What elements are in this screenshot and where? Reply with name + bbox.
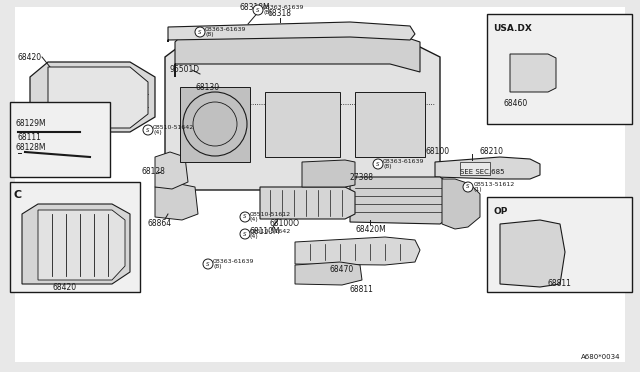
Text: S: S: [206, 262, 210, 266]
Polygon shape: [500, 220, 565, 287]
Bar: [10, 182, 140, 292]
Text: 68318M: 68318M: [240, 3, 271, 12]
Text: 08363-61639
(8): 08363-61639 (8): [213, 259, 255, 269]
Polygon shape: [435, 157, 540, 179]
Text: USA.DX: USA.DX: [493, 24, 532, 33]
Text: 68128: 68128: [142, 167, 166, 176]
Text: SEE SEC.685: SEE SEC.685: [460, 169, 504, 175]
Text: S: S: [243, 231, 247, 237]
Polygon shape: [295, 237, 420, 265]
Polygon shape: [302, 160, 355, 187]
Text: 68811: 68811: [548, 279, 572, 289]
Circle shape: [195, 27, 205, 37]
Polygon shape: [442, 179, 480, 229]
Text: 96501D: 96501D: [170, 65, 200, 74]
Circle shape: [240, 212, 250, 222]
Bar: [487, 14, 632, 124]
Circle shape: [240, 229, 250, 239]
Text: S: S: [243, 215, 247, 219]
Text: 27388: 27388: [350, 173, 374, 182]
Polygon shape: [260, 187, 355, 219]
Polygon shape: [175, 27, 420, 77]
Circle shape: [253, 5, 263, 15]
Circle shape: [463, 182, 473, 192]
Text: 08363-61639
(8): 08363-61639 (8): [205, 27, 246, 38]
Text: 68128M: 68128M: [15, 142, 45, 151]
Polygon shape: [48, 67, 148, 128]
Circle shape: [373, 159, 383, 169]
Text: 68470: 68470: [330, 264, 355, 273]
Text: C: C: [14, 190, 22, 200]
Polygon shape: [265, 92, 340, 157]
Text: 08510-51642
(4): 08510-51642 (4): [250, 229, 291, 240]
Circle shape: [143, 125, 153, 135]
Text: 08363-61639
(8): 08363-61639 (8): [263, 4, 305, 15]
Polygon shape: [168, 22, 415, 42]
Text: S: S: [376, 161, 380, 167]
Text: S: S: [256, 7, 260, 13]
Bar: [487, 197, 632, 292]
Polygon shape: [38, 210, 125, 280]
Text: 68420M: 68420M: [355, 224, 386, 234]
Polygon shape: [460, 162, 490, 175]
Text: S: S: [147, 128, 150, 132]
Polygon shape: [165, 42, 440, 190]
Polygon shape: [30, 62, 155, 132]
Polygon shape: [155, 184, 198, 220]
Bar: [10, 102, 110, 177]
Polygon shape: [350, 177, 450, 224]
Text: 08363-61639
(8): 08363-61639 (8): [383, 158, 424, 169]
Text: 68318: 68318: [268, 10, 292, 19]
Text: 68111: 68111: [18, 132, 42, 141]
Text: 68420: 68420: [18, 52, 42, 61]
Text: A680*0034: A680*0034: [580, 354, 620, 360]
Text: 68811: 68811: [350, 285, 374, 294]
Polygon shape: [355, 92, 425, 157]
Text: OP: OP: [493, 207, 508, 216]
Polygon shape: [22, 204, 130, 284]
Text: 68110M: 68110M: [250, 228, 280, 237]
Polygon shape: [510, 54, 556, 92]
Text: 68420: 68420: [53, 283, 77, 292]
Text: 08510-51642
(4): 08510-51642 (4): [153, 125, 195, 135]
Text: 68130: 68130: [195, 83, 219, 92]
Polygon shape: [295, 262, 362, 285]
Text: 68864: 68864: [148, 219, 172, 228]
Text: 68100: 68100: [425, 148, 449, 157]
Polygon shape: [180, 87, 250, 162]
Text: 68100O: 68100O: [270, 219, 300, 228]
Polygon shape: [155, 152, 188, 189]
Circle shape: [203, 259, 213, 269]
Text: 08510-51612
(4): 08510-51612 (4): [250, 212, 291, 222]
Text: S: S: [198, 29, 202, 35]
Text: 68210: 68210: [480, 148, 504, 157]
Text: 08513-51612
(1): 08513-51612 (1): [474, 182, 515, 192]
Text: 68129M: 68129M: [15, 119, 45, 128]
Text: S: S: [467, 185, 470, 189]
Text: 68460: 68460: [504, 99, 528, 109]
